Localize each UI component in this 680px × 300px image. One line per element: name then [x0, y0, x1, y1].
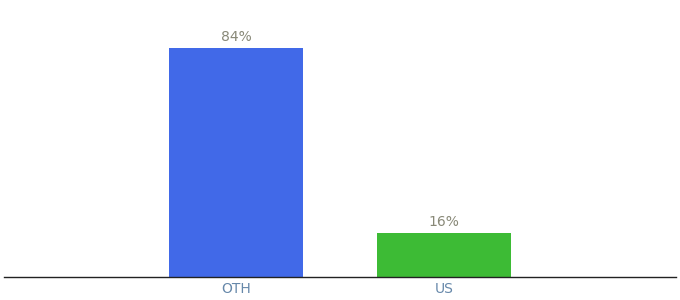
Text: 16%: 16%	[428, 215, 459, 229]
Bar	[169, 48, 303, 277]
Text: 84%: 84%	[221, 30, 252, 44]
Bar	[377, 233, 511, 277]
